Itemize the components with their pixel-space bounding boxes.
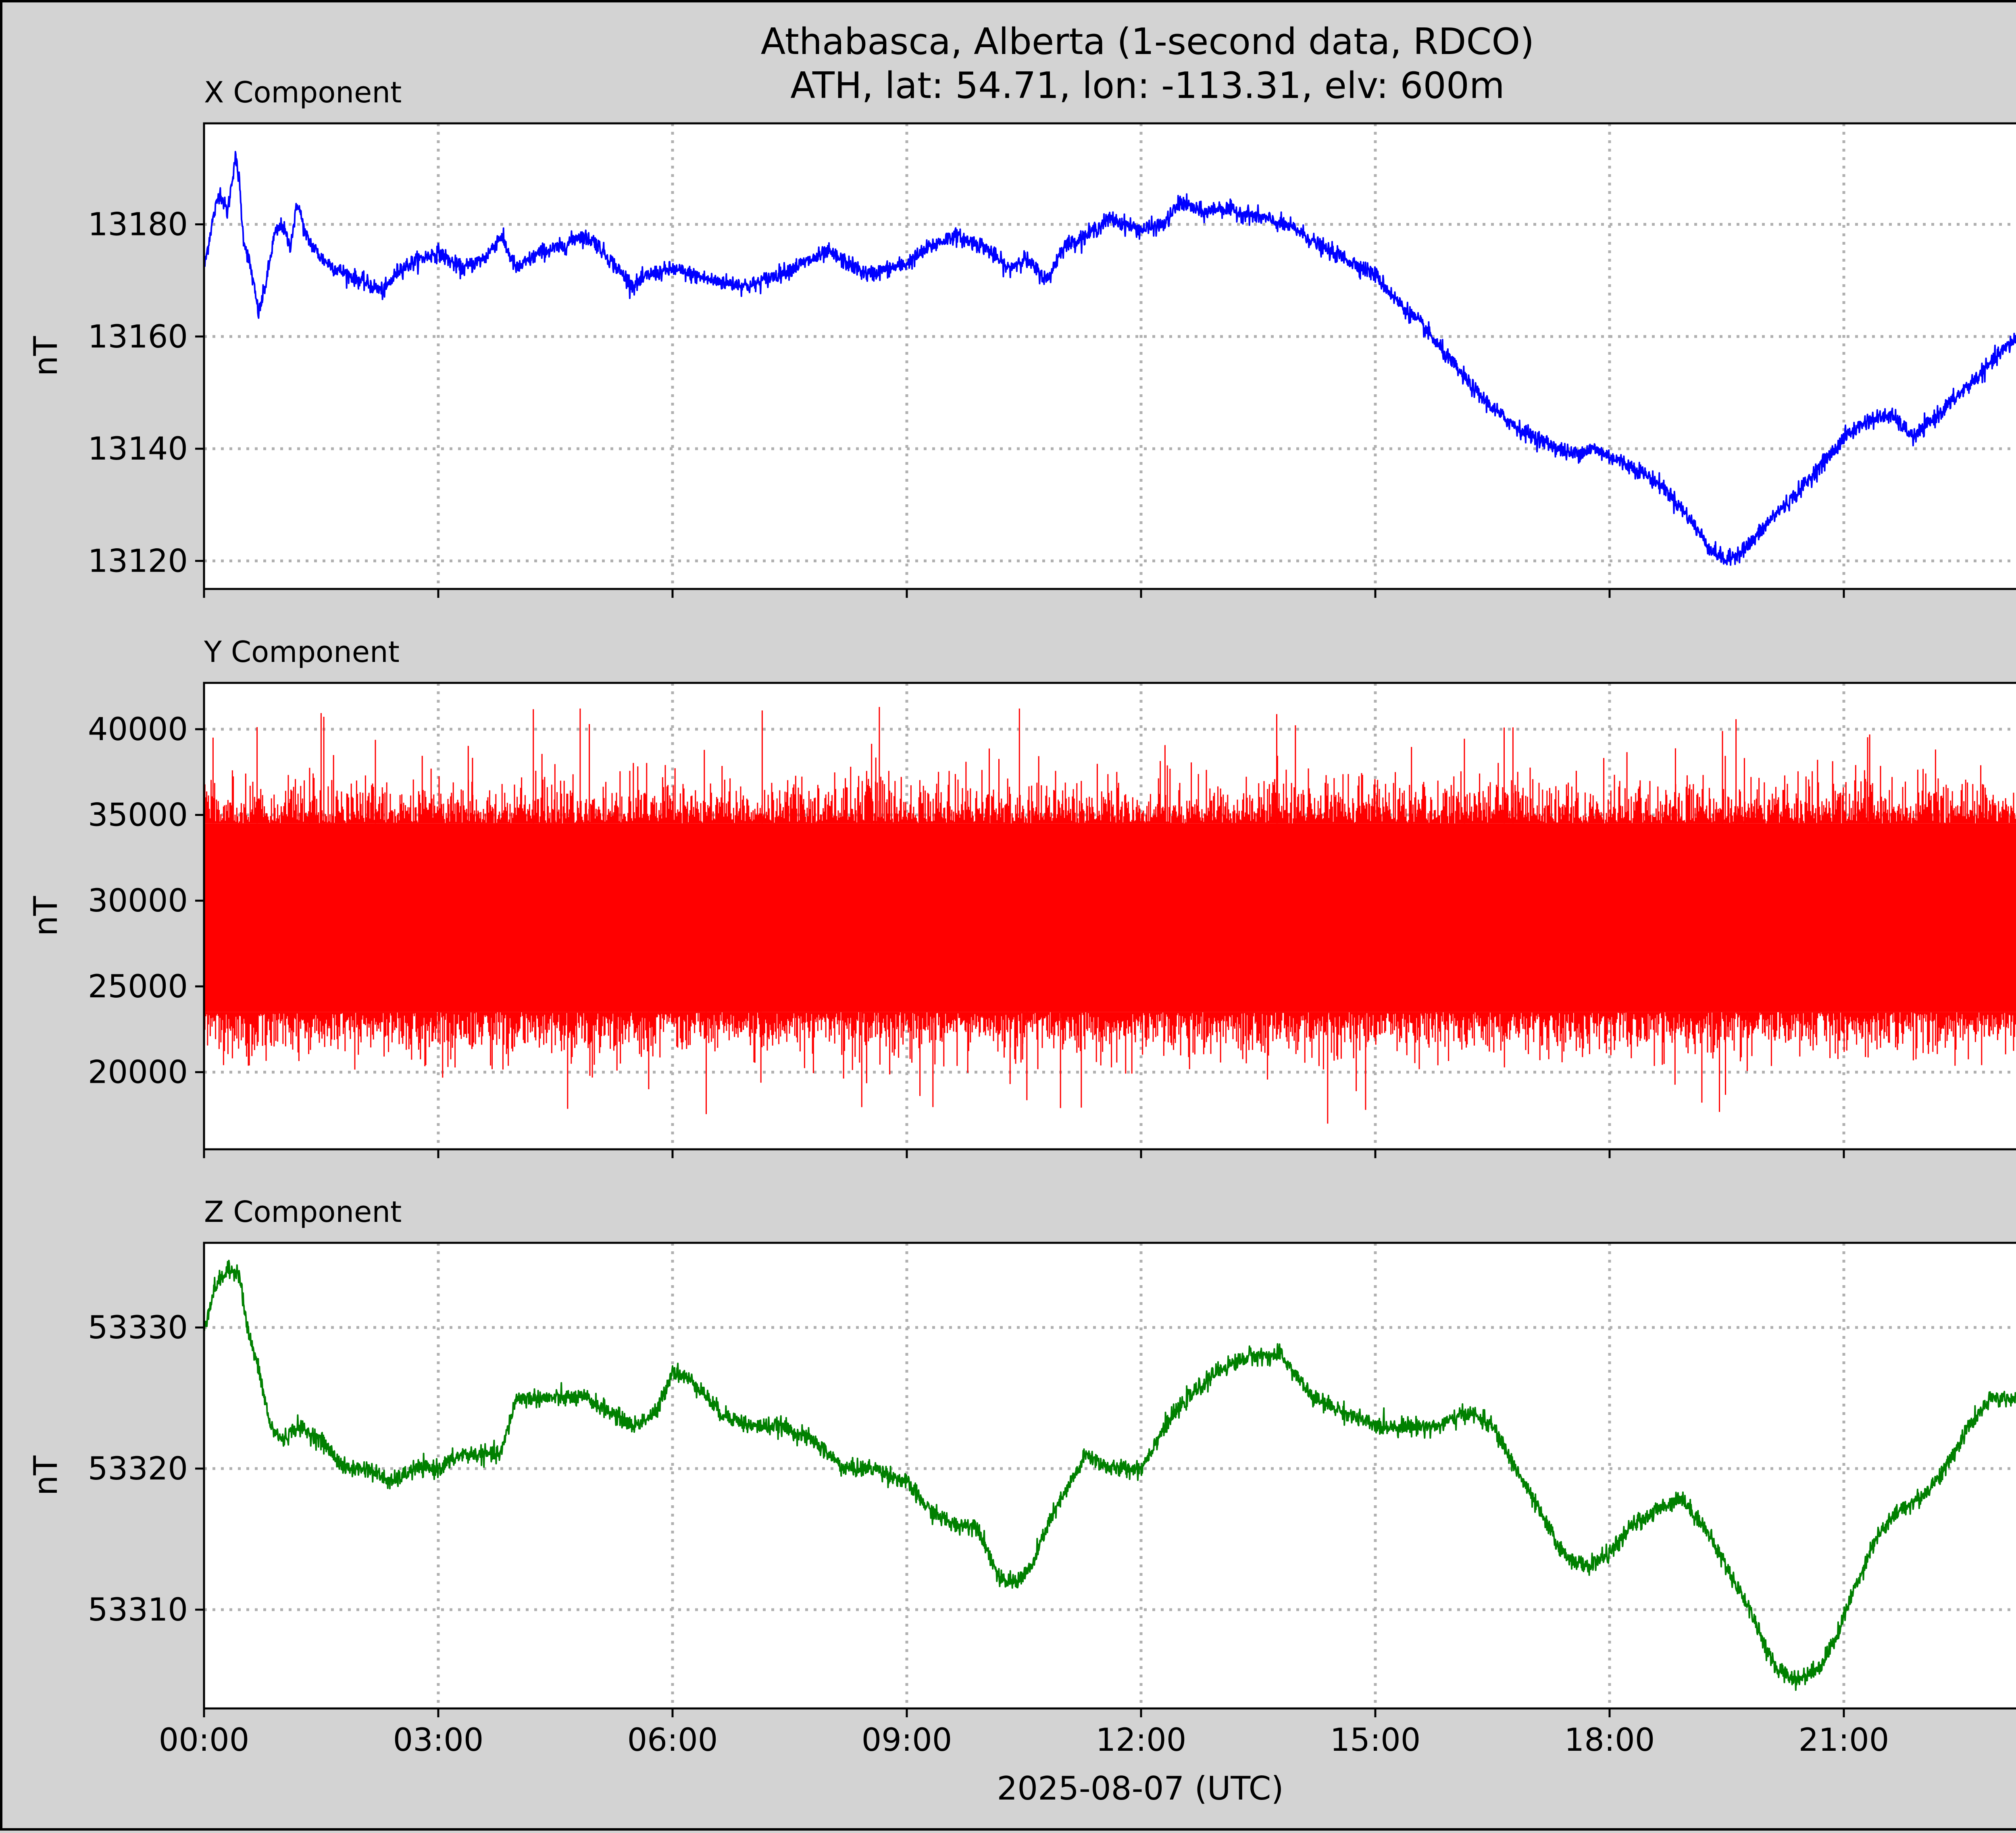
y-axis-label: nT [27, 336, 65, 377]
x-tick-label: 18:00 [1564, 1722, 1655, 1758]
y-tick-label: 13180 [88, 206, 188, 243]
y-axis-label: nT [27, 1455, 65, 1496]
y-tick-label: 40000 [88, 712, 188, 748]
panel-title: Y Component [204, 635, 400, 669]
chart-title: Athabasca, Alberta (1-second data, RDCO) [761, 21, 1535, 63]
x-tick-label: 06:00 [627, 1722, 718, 1758]
y-tick-label: 13120 [88, 543, 188, 579]
panel-title: Z Component [204, 1195, 402, 1229]
panel-title: X Component [204, 75, 402, 109]
x-tick-label: 09:00 [862, 1722, 952, 1758]
y-tick-label: 53330 [88, 1310, 188, 1346]
x-axis-label: 2025-08-07 (UTC) [997, 1770, 1283, 1807]
x-tick-label: 00:00 [159, 1722, 250, 1758]
x-tick-label: 03:00 [393, 1722, 484, 1758]
y-tick-label: 20000 [88, 1055, 188, 1091]
x-tick-label: 15:00 [1330, 1722, 1421, 1758]
panel-3: Z Component 53310 53320 53330 nT 00:00 03:00 06… [27, 1195, 2016, 1758]
series-band-core [204, 823, 2016, 1012]
series-band [204, 707, 2016, 1124]
panel-2: Y Component 20000 25000 30000 35000 40000 nT [27, 635, 2016, 1158]
y-tick-label: 13140 [88, 431, 188, 467]
y-axis-label: nT [27, 896, 65, 936]
y-tick-label: 35000 [88, 797, 188, 834]
y-tick-label: 13160 [88, 319, 188, 355]
series-spikes [212, 707, 1870, 1124]
series-line [204, 1259, 2016, 1691]
plot-area [203, 1242, 2016, 1710]
series-line [204, 151, 2016, 566]
x-tick-label: 21:00 [1799, 1722, 1889, 1758]
chart-subtitle: ATH, lat: 54.71, lon: -113.31, elv: 600m [790, 64, 1504, 107]
y-tick-label: 30000 [88, 883, 188, 919]
panel-1: X Component 13120 13140 13160 13180 nT [27, 75, 2016, 598]
y-tick-label: 25000 [88, 969, 188, 1005]
plot-area [203, 122, 2016, 590]
x-tick-label: 12:00 [1096, 1722, 1187, 1758]
y-tick-label: 53310 [88, 1592, 188, 1628]
y-tick-label: 53320 [88, 1451, 188, 1487]
